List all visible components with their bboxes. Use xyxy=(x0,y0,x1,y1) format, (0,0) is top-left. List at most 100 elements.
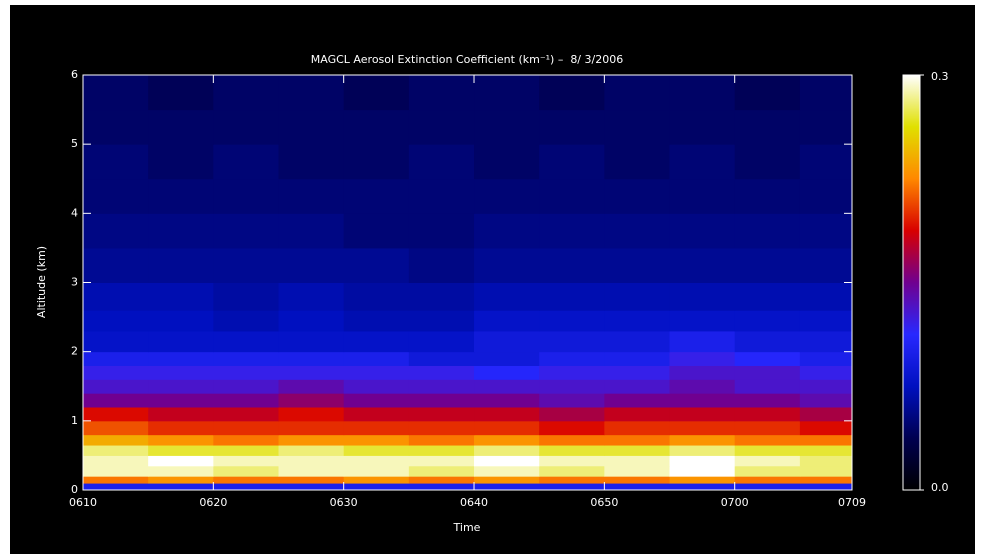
heatmap-cell xyxy=(799,476,853,484)
heatmap-cell xyxy=(83,178,149,214)
heatmap-cell xyxy=(83,445,149,456)
heatmap-cell xyxy=(734,455,801,467)
y-axis-label: Altitude (km) xyxy=(35,246,48,318)
x-tick-label: 0650 xyxy=(590,496,618,509)
heatmap-cell xyxy=(408,465,475,477)
heatmap-cell xyxy=(474,109,540,145)
heatmap-cell xyxy=(83,420,149,436)
heatmap-cell xyxy=(539,75,605,111)
heatmap-cell xyxy=(474,351,540,366)
heatmap-cell xyxy=(734,247,801,283)
heatmap-cell xyxy=(604,465,671,477)
heatmap-cell xyxy=(213,178,280,214)
heatmap-cell xyxy=(408,282,475,311)
heatmap-cell xyxy=(213,351,280,366)
heatmap-cell xyxy=(83,144,149,180)
heatmap-cell xyxy=(278,483,345,491)
heatmap-cell xyxy=(539,351,605,366)
x-tick-label: 0700 xyxy=(721,496,749,509)
heatmap-cell xyxy=(669,330,736,353)
heatmap-cell xyxy=(83,407,149,422)
heatmap-cell xyxy=(669,379,736,394)
heatmap-cell xyxy=(278,365,345,380)
heatmap-cell xyxy=(278,178,345,214)
heatmap-cell xyxy=(343,282,410,311)
heatmap-cell xyxy=(278,379,345,394)
heatmap-cell xyxy=(148,109,214,145)
heatmap-cell xyxy=(213,465,280,477)
heatmap-cell xyxy=(408,483,475,491)
heatmap-cell xyxy=(408,434,475,446)
heatmap-cell xyxy=(83,109,149,145)
heatmap-cell xyxy=(669,407,736,422)
heatmap-cell xyxy=(408,330,475,353)
heatmap-cell xyxy=(343,178,410,214)
heatmap-cell xyxy=(343,420,410,436)
heatmap-cell xyxy=(213,213,280,249)
heatmap-cell xyxy=(213,434,280,446)
heatmap-cell xyxy=(669,178,736,214)
heatmap-cell xyxy=(669,282,736,311)
heatmap-cell xyxy=(604,330,671,353)
heatmap-cell xyxy=(278,75,345,111)
heatmap-cell xyxy=(799,445,853,456)
heatmap-cell xyxy=(799,365,853,380)
heatmap-cell xyxy=(148,351,214,366)
heatmap-cell xyxy=(669,420,736,436)
heatmap-cell xyxy=(734,393,801,408)
heatmap-cell xyxy=(734,213,801,249)
heatmap-cell xyxy=(474,379,540,394)
heatmap-cell xyxy=(604,476,671,484)
heatmap-cell xyxy=(213,144,280,180)
heatmap-cell xyxy=(83,455,149,467)
heatmap-cell xyxy=(669,476,736,484)
heatmap-cell xyxy=(148,213,214,249)
colorbar-tick-label: 0.0 xyxy=(931,481,949,494)
heatmap-cell xyxy=(734,476,801,484)
heatmap-cell xyxy=(474,420,540,436)
heatmap-cell xyxy=(539,420,605,436)
heatmap-cell xyxy=(734,420,801,436)
heatmap-cell xyxy=(408,455,475,467)
heatmap-cell xyxy=(734,109,801,145)
heatmap-cell xyxy=(539,476,605,484)
chart-title: MAGCL Aerosol Extinction Coefficient (km… xyxy=(311,53,623,66)
heatmap-cell xyxy=(669,365,736,380)
heatmap-cell xyxy=(408,310,475,332)
heatmap-cell xyxy=(148,465,214,477)
heatmap-cell xyxy=(669,455,736,467)
heatmap-cell xyxy=(539,379,605,394)
heatmap-cell xyxy=(278,434,345,446)
heatmap-cell xyxy=(83,330,149,353)
heatmap-cell xyxy=(213,282,280,311)
heatmap-cell xyxy=(148,365,214,380)
heatmap-cell xyxy=(474,434,540,446)
y-tick-label: 5 xyxy=(71,137,78,150)
heatmap-cell xyxy=(474,465,540,477)
heatmap-cell xyxy=(408,393,475,408)
heatmap-cell xyxy=(604,365,671,380)
y-tick-label: 0 xyxy=(71,483,78,496)
heatmap-cell xyxy=(539,455,605,467)
heatmap-cell xyxy=(734,445,801,456)
heatmap-cell xyxy=(734,465,801,477)
heatmap-cell xyxy=(213,330,280,353)
heatmap-cell xyxy=(343,351,410,366)
heatmap-cell xyxy=(148,310,214,332)
heatmap-cell xyxy=(343,213,410,249)
heatmap-cell xyxy=(408,445,475,456)
y-tick-label: 3 xyxy=(71,276,78,289)
heatmap-cell xyxy=(539,434,605,446)
heatmap-cell xyxy=(539,247,605,283)
heatmap-cell xyxy=(539,144,605,180)
heatmap-cell xyxy=(474,310,540,332)
heatmap-cell xyxy=(734,407,801,422)
heatmap-cell xyxy=(343,393,410,408)
heatmap-cell xyxy=(278,465,345,477)
heatmap-cell xyxy=(213,310,280,332)
heatmap-cell xyxy=(278,407,345,422)
heatmap-cell xyxy=(799,455,853,467)
heatmap-cell xyxy=(343,379,410,394)
heatmap-cell xyxy=(343,483,410,491)
heatmap-cell xyxy=(148,144,214,180)
